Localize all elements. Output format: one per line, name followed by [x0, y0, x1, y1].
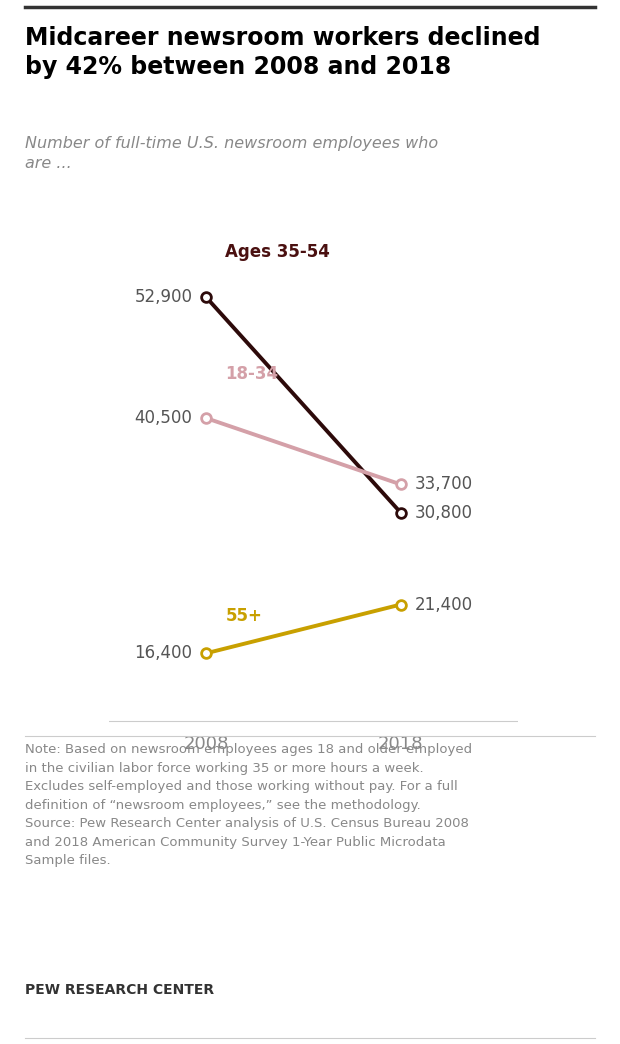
Text: 33,700: 33,700	[414, 475, 472, 494]
Text: 40,500: 40,500	[135, 409, 192, 427]
Text: 18-34: 18-34	[226, 365, 278, 383]
Text: 21,400: 21,400	[414, 595, 472, 614]
Text: Ages 35-54: Ages 35-54	[226, 243, 330, 261]
Text: 16,400: 16,400	[135, 644, 192, 662]
Text: Number of full-time U.S. newsroom employees who
are ...: Number of full-time U.S. newsroom employ…	[25, 136, 438, 170]
Text: Midcareer newsroom workers declined
by 42% between 2008 and 2018: Midcareer newsroom workers declined by 4…	[25, 26, 540, 79]
Text: 55+: 55+	[226, 608, 262, 625]
Text: 2008: 2008	[184, 735, 229, 754]
Text: PEW RESEARCH CENTER: PEW RESEARCH CENTER	[25, 983, 214, 997]
Text: 52,900: 52,900	[135, 288, 192, 306]
Text: Note: Based on newsroom employees ages 18 and older employed
in the civilian lab: Note: Based on newsroom employees ages 1…	[25, 743, 472, 868]
Text: 30,800: 30,800	[414, 504, 472, 522]
Text: 2018: 2018	[378, 735, 423, 754]
